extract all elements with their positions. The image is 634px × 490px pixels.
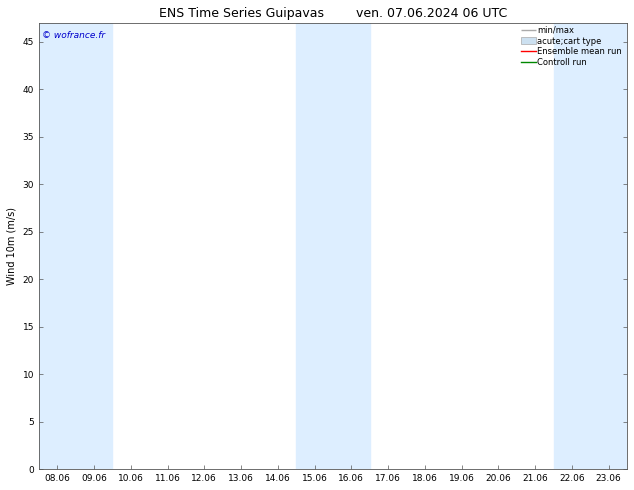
Bar: [39, 23, 112, 469]
Text: © wofrance.fr: © wofrance.fr: [42, 31, 105, 41]
Legend: min/max, acute;cart type, Ensemble mean run, Controll run: min/max, acute;cart type, Ensemble mean …: [519, 24, 625, 69]
Bar: [553, 23, 627, 469]
Bar: [296, 23, 370, 469]
Y-axis label: Wind 10m (m/s): Wind 10m (m/s): [7, 207, 17, 285]
Title: ENS Time Series Guipavas        ven. 07.06.2024 06 UTC: ENS Time Series Guipavas ven. 07.06.2024…: [159, 7, 507, 20]
